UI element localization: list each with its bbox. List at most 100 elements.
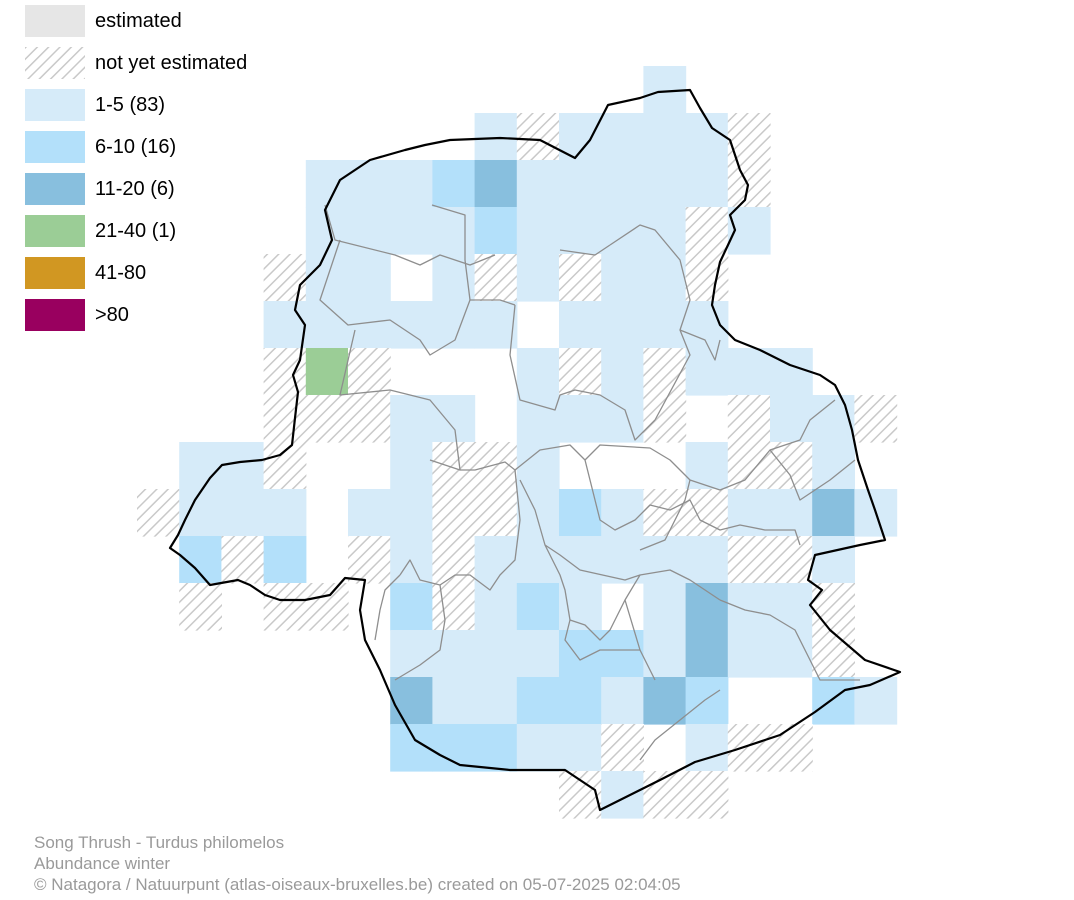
grid-cell-class-1 xyxy=(305,301,349,349)
grid-cell-not-estimated xyxy=(263,395,307,443)
grid-cell-class-1 xyxy=(643,207,687,255)
grid-cell-class-2 xyxy=(390,583,433,631)
legend-swatch-class-1 xyxy=(25,89,85,121)
grid-cell-not-estimated xyxy=(263,348,307,396)
grid-cell-class-1 xyxy=(179,489,222,537)
grid-cell-class-1 xyxy=(601,301,644,349)
grid-cell-not-estimated xyxy=(263,254,307,302)
grid-cell-class-2 xyxy=(559,677,602,725)
grid-cell-class-1 xyxy=(432,395,476,443)
grid-cell-class-1 xyxy=(559,724,602,772)
grid-cell-class-1 xyxy=(643,254,687,302)
map-subtitle: Abundance winter xyxy=(34,854,171,873)
credit-line: © Natagora / Natuurpunt (atlas-oiseaux-b… xyxy=(34,875,681,894)
legend-label-class-6: >80 xyxy=(95,304,129,326)
grid-cell-class-1 xyxy=(643,583,687,631)
grid-cell-not-estimated xyxy=(559,348,602,396)
grid-cell-class-1 xyxy=(559,395,602,443)
legend-swatch-class-2 xyxy=(25,131,85,163)
grid-cell-class-2 xyxy=(432,724,476,772)
grid-cell-class-1 xyxy=(559,160,602,208)
grid-cell-class-4 xyxy=(305,348,349,396)
grid-cell-class-3 xyxy=(812,489,855,537)
species-name: Song Thrush - Turdus philomelos xyxy=(34,833,285,852)
grid-cell-class-1 xyxy=(432,254,476,302)
grid-cell-not-estimated xyxy=(812,583,855,631)
grid-cell-class-1 xyxy=(685,301,729,349)
grid-cell-class-2 xyxy=(559,489,602,537)
grid-cell-not-estimated xyxy=(348,536,391,584)
legend-swatch-class-3 xyxy=(25,173,85,205)
municipality-boundaries xyxy=(319,204,860,761)
grid-cell-not-estimated xyxy=(559,771,602,819)
grid-cell-not-estimated xyxy=(137,489,180,537)
grid-cell-class-1 xyxy=(348,160,391,208)
grid-cell-class-1 xyxy=(474,301,518,349)
grid-cell-class-1 xyxy=(432,677,476,725)
legend-label-estimated: estimated xyxy=(95,10,182,32)
grid-cell-class-3 xyxy=(390,677,433,725)
grid-cell-class-1 xyxy=(559,301,602,349)
grid-cell-class-1 xyxy=(770,583,813,631)
grid-cell-not-estimated xyxy=(474,442,518,490)
grid-cell-class-1 xyxy=(516,160,560,208)
grid-cell-not-estimated xyxy=(432,489,476,537)
grid-cell-class-1 xyxy=(348,207,391,255)
grid-cell-not-estimated xyxy=(601,724,644,772)
grid-cell-not-estimated xyxy=(305,395,349,443)
grid-cell-not-estimated xyxy=(432,442,476,490)
grid-cell-class-1 xyxy=(770,630,813,678)
grid-cell-not-estimated xyxy=(263,442,307,490)
grid-cell-class-1 xyxy=(348,254,391,302)
grid-cell-not-estimated xyxy=(812,630,855,678)
grid-cell-class-1 xyxy=(601,677,644,725)
grid-cell-class-3 xyxy=(643,677,687,725)
grid-cell-class-1 xyxy=(559,207,602,255)
grid-cell-not-estimated xyxy=(305,583,349,631)
grid-cell-class-2 xyxy=(474,724,518,772)
grid-cell-not-estimated xyxy=(179,583,222,631)
grid-cell-not-estimated xyxy=(348,348,391,396)
grid-cell-not-estimated xyxy=(643,489,687,537)
grid-cell-class-3 xyxy=(474,160,518,208)
grid-cell-class-3 xyxy=(685,630,729,678)
grid-cell-class-1 xyxy=(727,630,771,678)
grid-cell-class-1 xyxy=(516,630,560,678)
grid-cell-class-1 xyxy=(601,348,644,396)
legend-swatch-hatched xyxy=(25,47,85,79)
grid-cell-class-1 xyxy=(263,489,307,537)
grid-cell-class-1 xyxy=(516,207,560,255)
grid-cell-class-1 xyxy=(305,160,349,208)
grid-cell-class-1 xyxy=(179,442,222,490)
legend-label-class-1: 1-5 (83) xyxy=(95,94,166,116)
grid-cell-class-2 xyxy=(516,677,560,725)
grid-cell-class-1 xyxy=(601,207,644,255)
legend-label-class-5: 41-80 xyxy=(95,262,147,284)
grid-cell-not-estimated xyxy=(685,771,729,819)
legend-label-class-2: 6-10 (16) xyxy=(95,136,177,158)
grid-cell-not-estimated xyxy=(770,724,813,772)
grid-cell-class-1 xyxy=(601,395,644,443)
grid-cell-class-2 xyxy=(432,160,476,208)
grid-cell-class-1 xyxy=(770,395,813,443)
grid-cell-class-1 xyxy=(770,348,813,396)
grid-cell-class-2 xyxy=(685,677,729,725)
grid-cell-class-1 xyxy=(516,442,560,490)
legend-swatch-class-6 xyxy=(25,299,85,331)
grid-cell-class-1 xyxy=(727,489,771,537)
legend-swatch-class-4 xyxy=(25,215,85,247)
grid-cell-class-1 xyxy=(432,630,476,678)
grid-cell-class-2 xyxy=(812,677,855,725)
grid-cell-not-estimated xyxy=(559,254,602,302)
grid-cell-class-1 xyxy=(854,677,898,725)
grid-cell-not-estimated xyxy=(770,536,813,584)
grid-cell-class-1 xyxy=(474,583,518,631)
grid-cell-not-estimated xyxy=(727,160,771,208)
grid-cell-not-estimated xyxy=(643,348,687,396)
grid-cell-class-1 xyxy=(390,395,433,443)
grid-cell-class-1 xyxy=(474,630,518,678)
grid-cell-not-estimated xyxy=(727,724,771,772)
grid-cell-class-2 xyxy=(516,583,560,631)
brussels-region-boundary xyxy=(168,88,902,812)
